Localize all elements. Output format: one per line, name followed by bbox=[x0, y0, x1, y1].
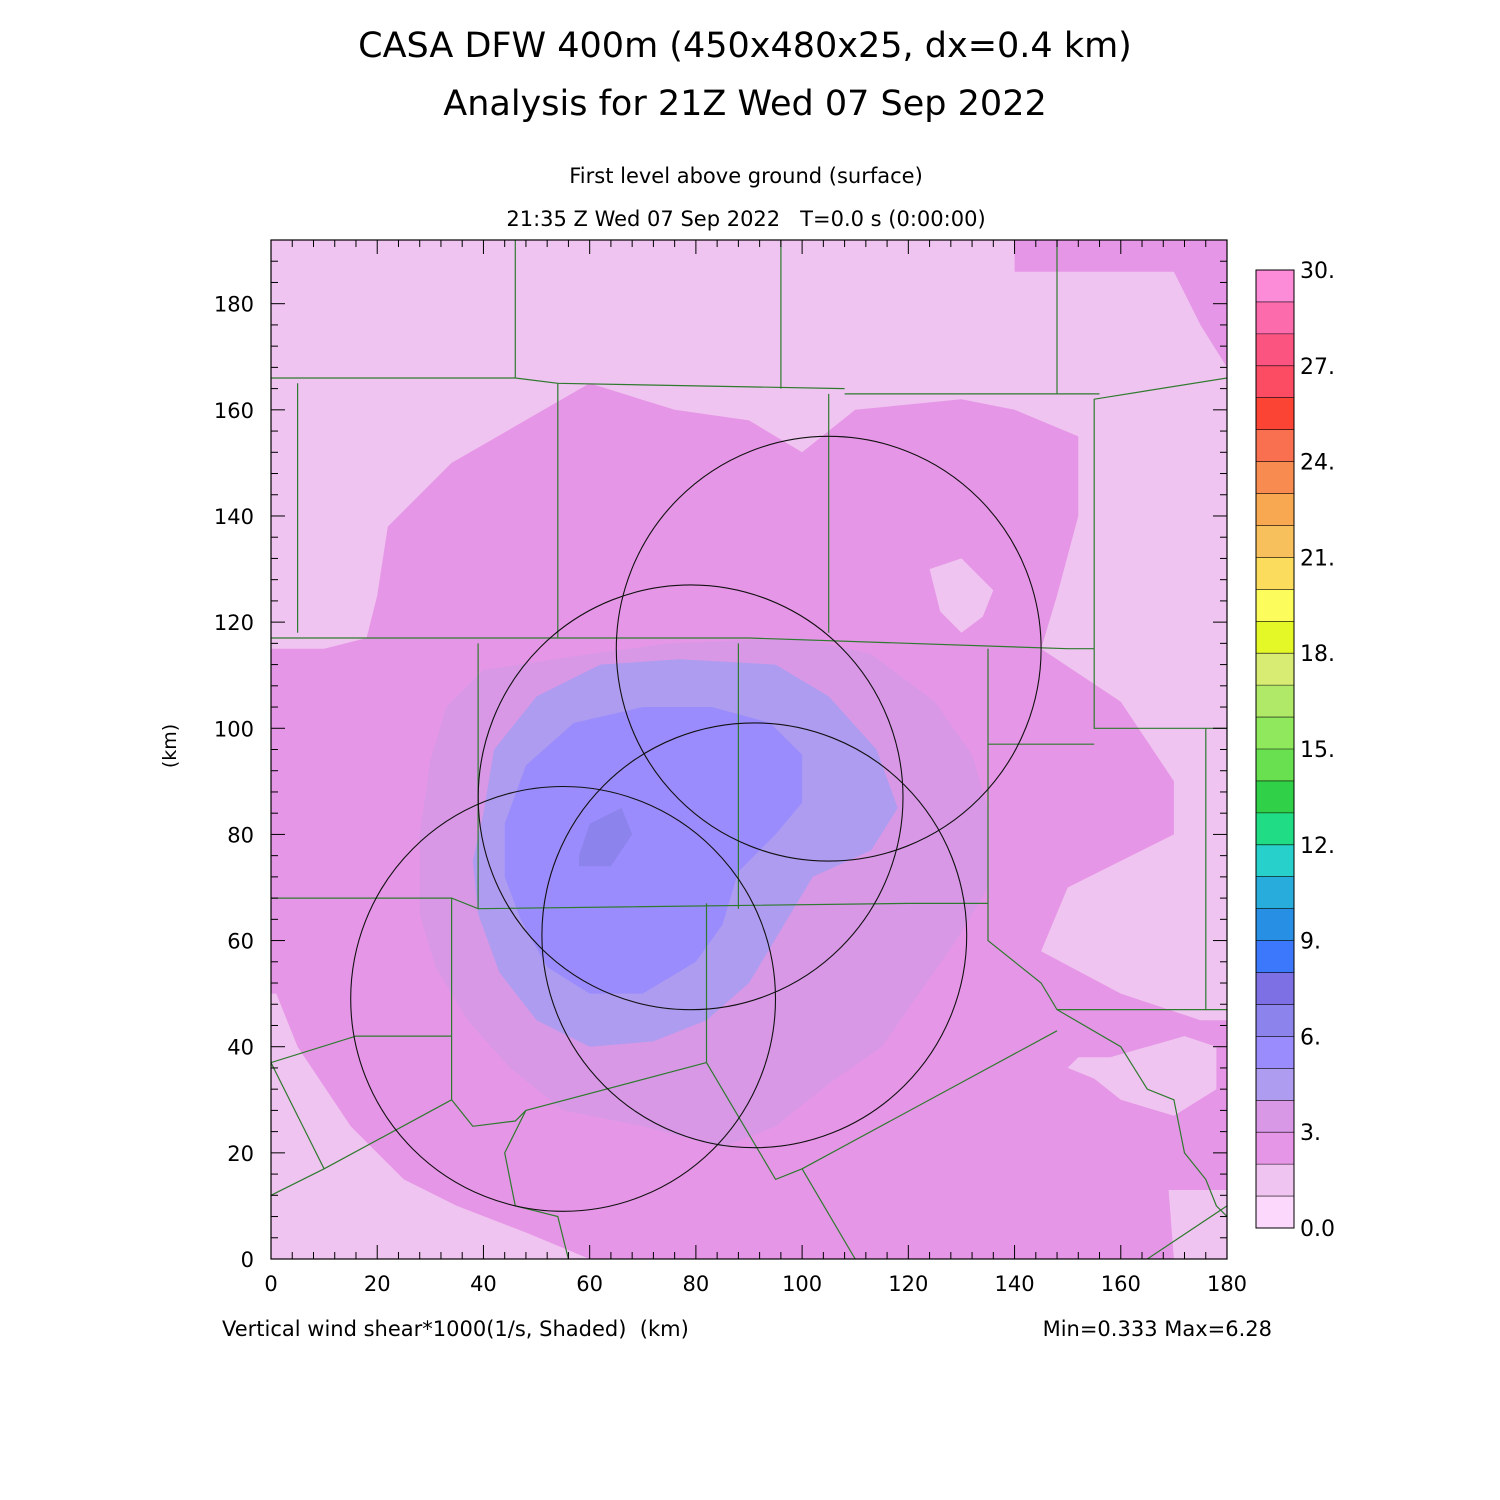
colorbar-tick-label: 15. bbox=[1300, 738, 1335, 763]
radar-ring-2 bbox=[541, 722, 968, 1149]
colorbar-labels: 0.0 3. 6. 9. 12. 15. 18. 21. 24. 27. 30. bbox=[1300, 259, 1335, 1242]
figure-subtitle: Analysis for 21Z Wed 07 Sep 2022 bbox=[443, 84, 1046, 124]
y-tick-label: 180 bbox=[214, 293, 254, 317]
colorbar-swatch bbox=[1256, 1132, 1294, 1165]
y-tick-label: 140 bbox=[214, 505, 254, 529]
colorbar-tick-label: 3. bbox=[1300, 1121, 1321, 1146]
colorbar-swatch bbox=[1256, 365, 1294, 399]
x-tick-label: 160 bbox=[1101, 1272, 1141, 1296]
colorbar-swatch bbox=[1256, 1164, 1294, 1197]
colorbar-swatch bbox=[1256, 493, 1294, 526]
axis-ticks bbox=[270, 239, 1228, 1260]
county-line-23 bbox=[271, 1062, 325, 1170]
field-label: Vertical wind shear*1000(1/s, Shaded) (k… bbox=[222, 1317, 689, 1341]
county-line-27 bbox=[801, 1168, 856, 1259]
colorbar-swatch bbox=[1256, 972, 1294, 1005]
x-axis-labels: 0 20 40 60 80 100 120 140 160 180 bbox=[264, 1272, 1247, 1296]
colorbar-swatch bbox=[1256, 461, 1294, 494]
colorbar-swatch bbox=[1256, 653, 1294, 686]
y-axis-labels: 0 20 40 60 80 100 120 140 160 180 bbox=[214, 293, 254, 1272]
radar-ring-0 bbox=[350, 785, 777, 1212]
min-max-label: Min=0.333 Max=6.28 bbox=[1043, 1317, 1272, 1341]
colorbar bbox=[1255, 269, 1295, 1229]
colorbar-swatch bbox=[1256, 557, 1294, 590]
colorbar-swatch bbox=[1256, 717, 1294, 750]
colorbar-tick-label: 18. bbox=[1300, 642, 1335, 667]
radar-ring-3 bbox=[615, 435, 1042, 862]
colorbar-swatch bbox=[1256, 749, 1294, 782]
colorbar-tick-label: 27. bbox=[1300, 355, 1335, 380]
county-line-10 bbox=[1093, 377, 1227, 649]
colorbar-swatch bbox=[1256, 780, 1294, 814]
shade-region-6 bbox=[929, 558, 994, 633]
x-tick-label: 40 bbox=[470, 1272, 497, 1296]
x-tick-label: 140 bbox=[995, 1272, 1035, 1296]
x-tick-label: 80 bbox=[683, 1272, 710, 1296]
figure-title: CASA DFW 400m (450x480x25, dx=0.4 km) bbox=[358, 26, 1132, 66]
radar-range-rings bbox=[350, 435, 1042, 1212]
y-tick-label: 0 bbox=[241, 1248, 254, 1272]
colorbar-tick-label: 30. bbox=[1300, 259, 1335, 284]
colorbar-swatch bbox=[1256, 429, 1294, 462]
colorbar-swatch bbox=[1256, 685, 1294, 718]
colorbar-tick-label: 12. bbox=[1300, 834, 1335, 859]
colorbar-swatch bbox=[1256, 908, 1294, 941]
y-axis-title: (km) bbox=[159, 724, 181, 768]
shade-region-5 bbox=[1067, 1036, 1217, 1116]
colorbar-swatch bbox=[1256, 589, 1294, 622]
y-tick-label: 40 bbox=[227, 1036, 254, 1060]
colorbar-tick-label: 21. bbox=[1300, 546, 1335, 571]
x-tick-label: 120 bbox=[888, 1272, 928, 1296]
colorbar-tick-label: 6. bbox=[1300, 1025, 1321, 1050]
colorbar-swatch bbox=[1256, 397, 1294, 430]
colorbar-swatch bbox=[1256, 621, 1294, 654]
colorbar-tick-label: 24. bbox=[1300, 451, 1335, 476]
county-line-21 bbox=[705, 1030, 1058, 1181]
county-boundaries bbox=[271, 240, 1227, 1259]
shade-region-4 bbox=[579, 807, 633, 867]
y-tick-label: 160 bbox=[214, 399, 254, 423]
x-tick-label: 100 bbox=[782, 1272, 822, 1296]
colorbar-swatch bbox=[1256, 270, 1294, 303]
county-line-29 bbox=[1146, 1205, 1227, 1259]
colorbar-swatch bbox=[1256, 333, 1294, 367]
colorbar-swatch bbox=[1256, 876, 1294, 909]
radar-ring-1 bbox=[477, 584, 904, 1011]
y-tick-label: 80 bbox=[227, 823, 254, 847]
y-tick-label: 20 bbox=[227, 1142, 254, 1166]
x-tick-label: 20 bbox=[364, 1272, 391, 1296]
colorbar-tick-label: 0.0 bbox=[1300, 1217, 1335, 1242]
shear-shading bbox=[271, 240, 1227, 1259]
shade-region-3 bbox=[504, 707, 803, 994]
colorbar-swatch bbox=[1256, 812, 1294, 846]
x-tick-label: 180 bbox=[1207, 1272, 1247, 1296]
county-line-24 bbox=[987, 903, 1227, 1217]
shade-region-7 bbox=[324, 261, 378, 315]
colorbar-swatch bbox=[1256, 844, 1294, 878]
colorbar-swatch bbox=[1256, 1196, 1294, 1229]
colorbar-swatch bbox=[1256, 940, 1294, 973]
county-line-18 bbox=[271, 1035, 452, 1064]
county-line-9 bbox=[271, 637, 1095, 650]
colorbar-swatch bbox=[1256, 1036, 1294, 1069]
y-tick-label: 100 bbox=[214, 717, 254, 741]
x-tick-label: 0 bbox=[264, 1272, 277, 1296]
plot-area bbox=[271, 240, 1227, 1259]
colorbar-swatch bbox=[1256, 1100, 1294, 1133]
colorbar-swatch bbox=[1256, 301, 1294, 335]
valid-time-label: 21:35 Z Wed 07 Sep 2022 T=0.0 s (0:00:00… bbox=[506, 207, 985, 231]
y-tick-label: 60 bbox=[227, 930, 254, 954]
county-line-19 bbox=[451, 1036, 707, 1127]
colorbar-tick-label: 9. bbox=[1300, 930, 1321, 955]
colorbar-swatch bbox=[1256, 1068, 1294, 1101]
y-tick-label: 120 bbox=[214, 611, 254, 635]
colorbar-frame bbox=[1255, 269, 1295, 1229]
county-line-16 bbox=[271, 897, 988, 910]
colorbar-swatch bbox=[1256, 1004, 1294, 1037]
x-tick-label: 60 bbox=[576, 1272, 603, 1296]
level-label: First level above ground (surface) bbox=[569, 164, 923, 188]
colorbar-swatch bbox=[1256, 525, 1294, 558]
